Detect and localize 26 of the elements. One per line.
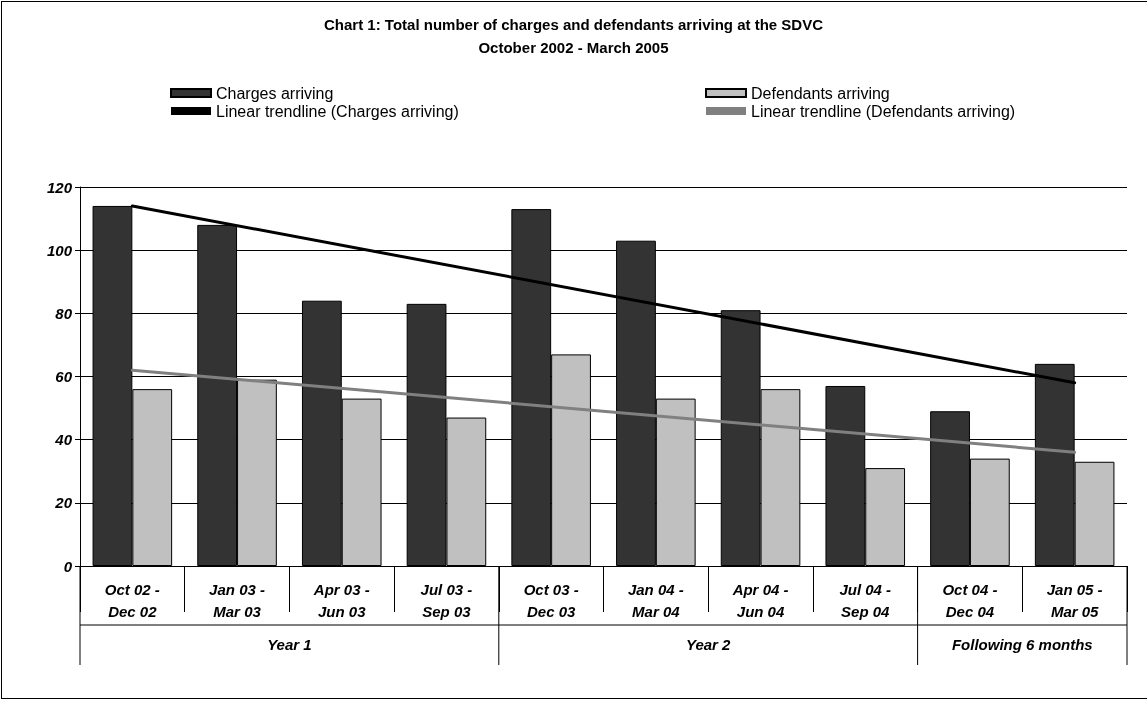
x-tick-label: Jan 05 - Mar 05: [1046, 580, 1103, 620]
x-tick-label: Oct 02 - Dec 02: [104, 580, 160, 620]
x-tick-label: Jul 04 - Sep 04: [839, 580, 892, 620]
x-tick-label: Jan 03 - Mar 03: [209, 580, 265, 620]
y-tick-label: 40: [54, 431, 73, 449]
x-tick-label: Oct 04 - Dec 04: [942, 580, 998, 620]
chart-subtitle: October 2002 - March 2005: [478, 39, 669, 56]
x-tick-label: Apr 04 - Jun 04: [731, 580, 789, 620]
y-tick-label: 80: [55, 304, 73, 322]
y-tick-label: 100: [46, 241, 73, 259]
legend-label: Linear trendline (Charges arriving): [216, 102, 459, 120]
text: Year 1: [267, 636, 312, 653]
text: Following 6 months: [951, 636, 1093, 653]
x-tick-label: Jul 03 - Sep 03: [420, 580, 473, 620]
legend-label: Charges arriving: [216, 84, 334, 102]
text: Year 2: [685, 636, 732, 653]
y-tick-label: 20: [54, 494, 73, 512]
x-tick-label: Jan 04 - Mar 04: [627, 580, 684, 620]
y-tick-label: 120: [46, 178, 73, 196]
y-tick-label: 60: [55, 368, 73, 385]
legend-label: Linear trendline (Defendants arriving): [751, 102, 1016, 120]
chart-title: Chart 1: Total number of charges and defendants arriving at the SDVC: [324, 16, 824, 33]
y-tick-label: 0: [63, 557, 73, 575]
x-tick-label: Apr 03 - Jun 03: [312, 580, 370, 620]
x-tick-label: Oct 03 - Dec 03: [523, 580, 579, 620]
legend-label: Defendants arriving: [751, 84, 890, 102]
